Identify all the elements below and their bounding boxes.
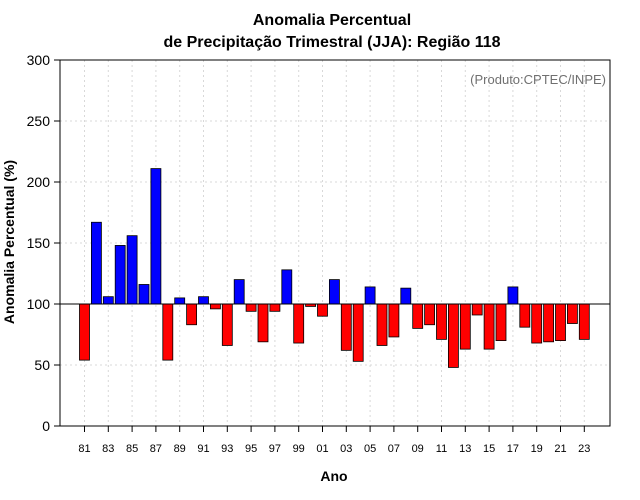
- bar-06: [376, 303, 388, 346]
- bar-23: [578, 303, 590, 340]
- bar-97: [269, 303, 281, 312]
- y-tick-label: 250: [27, 113, 51, 129]
- bar-16: [495, 303, 507, 341]
- bar-92: [209, 303, 221, 310]
- bar-08: [400, 287, 412, 305]
- bar-05: [364, 286, 376, 305]
- x-axis-label: Ano: [320, 468, 347, 484]
- bar-02: [328, 279, 340, 305]
- x-tick-label: 09: [412, 443, 424, 455]
- y-axis: 0 50 100 150 200 250 300: [27, 52, 60, 434]
- x-tick-label: 87: [150, 443, 162, 455]
- bar-82: [91, 221, 102, 305]
- bar-14: [471, 303, 483, 316]
- y-tick-label: 300: [27, 52, 51, 68]
- bar-85: [126, 235, 138, 305]
- x-tick-label: 95: [245, 443, 257, 455]
- bar-98: [281, 269, 293, 305]
- bar-12: [447, 303, 459, 368]
- x-tick-label: 91: [197, 443, 209, 455]
- x-tick-label: 05: [364, 443, 376, 455]
- bar-84: [114, 245, 126, 305]
- x-tick-label: 99: [293, 443, 305, 455]
- y-tick-label: 150: [27, 235, 51, 251]
- bar-93: [221, 303, 233, 346]
- bar-07: [388, 303, 400, 338]
- y-tick-label: 0: [42, 418, 50, 434]
- bar-13: [459, 303, 471, 350]
- bar-90: [186, 303, 198, 326]
- grid: [60, 60, 610, 426]
- bar-11: [436, 303, 447, 340]
- bar-95: [245, 303, 257, 312]
- x-tick-label: 83: [102, 443, 114, 455]
- credit-text: (Produto:CPTEC/INPE): [470, 72, 606, 87]
- bar-17: [507, 286, 519, 305]
- y-tick-label: 100: [27, 296, 51, 312]
- x-axis: 81 83 85 87 89 91 93 95 97 99 01 03 05 07 09 11 13 15 17 19…: [78, 426, 590, 455]
- x-tick-label: 07: [388, 443, 400, 455]
- bar-22: [567, 303, 578, 324]
- bar-03: [340, 303, 352, 351]
- chart-title-line2: de Precipitação Trimestral (JJA): Região…: [163, 34, 500, 51]
- bar-19: [531, 303, 543, 344]
- x-tick-label: 11: [436, 443, 447, 455]
- x-tick-label: 03: [340, 443, 352, 455]
- x-tick-label: 19: [531, 443, 543, 455]
- x-tick-label: 81: [78, 443, 90, 455]
- x-tick-label: 89: [174, 443, 186, 455]
- bar-04: [352, 303, 364, 362]
- x-tick-label: 93: [221, 443, 233, 455]
- bar-15: [483, 303, 495, 350]
- bar-83: [102, 296, 114, 305]
- bar-91: [198, 296, 209, 305]
- bars: [79, 168, 590, 368]
- bar-87: [150, 168, 162, 305]
- y-axis-label: Anomalia Percentual (%): [1, 160, 17, 324]
- x-tick-label: 85: [126, 443, 138, 455]
- x-tick-label: 15: [483, 443, 495, 455]
- x-tick-label: 97: [269, 443, 281, 455]
- x-tick-label: 13: [459, 443, 471, 455]
- y-tick-label: 200: [27, 174, 51, 190]
- y-tick-label: 50: [34, 357, 50, 373]
- bar-89: [174, 297, 186, 305]
- bar-18: [519, 303, 531, 328]
- x-tick-label: 17: [507, 443, 519, 455]
- bar-01: [317, 303, 328, 317]
- bar-81: [79, 303, 90, 361]
- bar-21: [555, 303, 566, 341]
- chart-title-line1: Anomalia Percentual: [253, 12, 411, 29]
- bar-10: [424, 303, 436, 326]
- bar-20: [543, 303, 554, 343]
- bar-94: [233, 279, 245, 305]
- x-tick-label: 01: [316, 443, 328, 455]
- bar-86: [138, 284, 150, 305]
- bar-99: [293, 303, 305, 344]
- x-tick-label: 21: [554, 443, 566, 455]
- bar-88: [162, 303, 174, 361]
- bar-96: [257, 303, 269, 343]
- x-tick-label: 23: [578, 443, 590, 455]
- bar-09: [412, 303, 424, 329]
